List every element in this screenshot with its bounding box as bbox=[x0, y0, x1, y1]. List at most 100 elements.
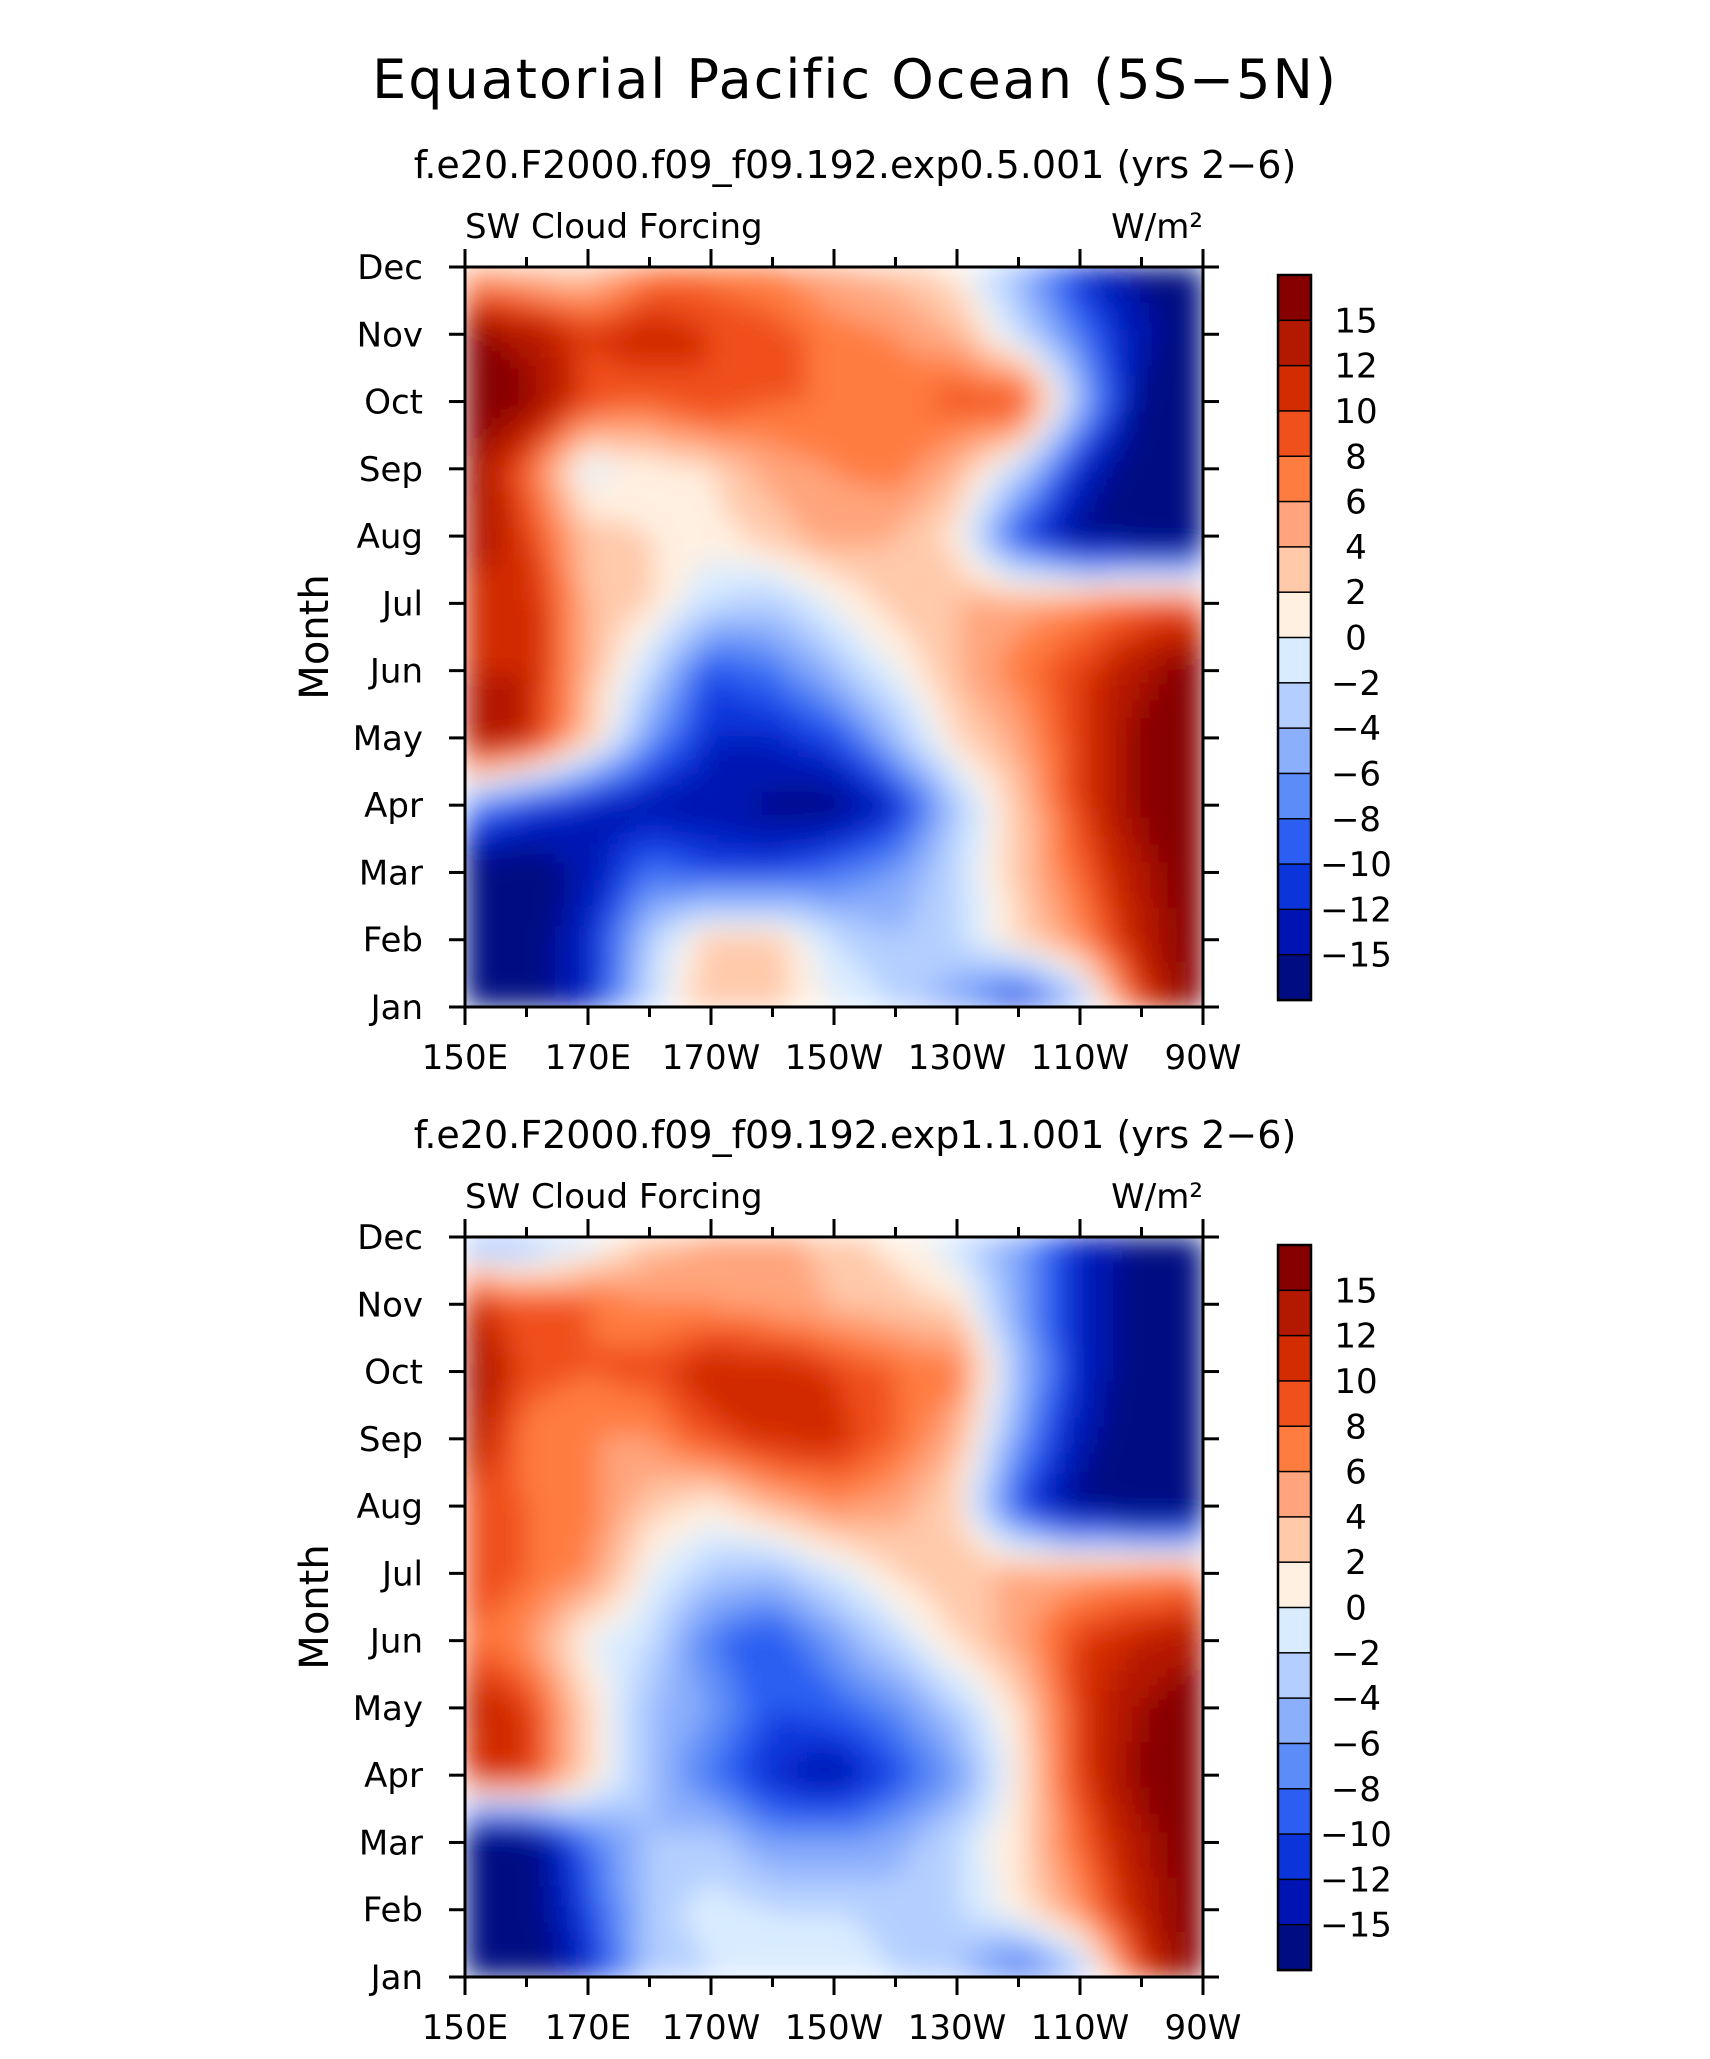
contour-cell bbox=[1149, 646, 1159, 656]
contour-cell bbox=[987, 664, 997, 674]
contour-cell bbox=[1041, 339, 1051, 350]
contour-cell bbox=[1158, 718, 1168, 729]
contour-cell bbox=[546, 655, 556, 665]
contour-cell bbox=[852, 411, 862, 422]
contour-cell bbox=[924, 474, 934, 485]
contour-cell bbox=[582, 799, 592, 810]
contour-cell bbox=[798, 456, 808, 467]
contour-cell bbox=[771, 375, 781, 386]
contour-cell bbox=[681, 357, 691, 368]
contour-cell bbox=[933, 700, 943, 710]
contour-cell bbox=[825, 754, 835, 765]
contour-cell bbox=[735, 267, 745, 277]
contour-cell bbox=[465, 736, 475, 747]
contour-cell bbox=[996, 366, 1006, 377]
contour-cell bbox=[1176, 339, 1186, 350]
contour-cell bbox=[825, 456, 835, 467]
contour-cell bbox=[996, 709, 1006, 720]
contour-cell bbox=[681, 429, 691, 440]
contour-cell bbox=[1095, 501, 1105, 512]
contour-cell bbox=[807, 402, 817, 413]
contour-cell bbox=[789, 429, 799, 440]
contour-cell bbox=[1086, 564, 1096, 575]
contour-cell bbox=[960, 537, 970, 548]
contour-cell bbox=[1122, 393, 1132, 404]
contour-cell bbox=[1032, 384, 1042, 395]
contour-cell bbox=[852, 339, 862, 350]
contour-cell bbox=[852, 438, 862, 449]
contour-cell bbox=[699, 564, 709, 575]
contour-cell bbox=[888, 573, 898, 584]
contour-cell bbox=[510, 763, 520, 774]
contour-cell bbox=[1104, 447, 1114, 458]
contour-cell bbox=[537, 447, 547, 458]
contour-cell bbox=[519, 808, 529, 819]
contour-cell bbox=[1104, 366, 1114, 377]
contour-cell bbox=[852, 393, 862, 404]
contour-cell bbox=[1086, 393, 1096, 404]
contour-cell bbox=[906, 420, 916, 431]
contour-cell bbox=[1104, 330, 1114, 340]
contour-cell bbox=[870, 528, 880, 539]
contour-cell bbox=[753, 727, 763, 738]
contour-cell bbox=[861, 510, 871, 521]
contour-cell bbox=[627, 709, 637, 720]
contour-cell bbox=[798, 637, 808, 647]
contour-cell bbox=[501, 519, 511, 530]
contour-cell bbox=[618, 682, 628, 692]
contour-cell bbox=[1059, 357, 1069, 368]
contour-cell bbox=[1041, 637, 1051, 647]
contour-cell bbox=[483, 447, 493, 458]
contour-cell bbox=[753, 691, 763, 701]
contour-cell bbox=[717, 808, 727, 819]
contour-cell bbox=[501, 384, 511, 395]
contour-cell bbox=[1104, 348, 1114, 359]
contour-cell bbox=[564, 564, 574, 575]
contour-cell bbox=[960, 357, 970, 368]
contour-cell bbox=[474, 618, 484, 629]
contour-cell bbox=[492, 627, 502, 638]
contour-cell bbox=[879, 501, 889, 512]
contour-cell bbox=[744, 366, 754, 377]
contour-cell bbox=[843, 637, 853, 647]
contour-cell bbox=[1005, 465, 1015, 476]
contour-cell bbox=[1122, 330, 1132, 340]
contour-cell bbox=[654, 537, 664, 548]
contour-cell bbox=[987, 781, 997, 792]
contour-cell bbox=[825, 465, 835, 476]
contour-cell bbox=[771, 745, 781, 756]
contour-cell bbox=[771, 691, 781, 701]
contour-cell bbox=[519, 691, 529, 701]
contour-cell bbox=[663, 682, 673, 692]
contour-cell bbox=[492, 357, 502, 368]
contour-cell bbox=[627, 528, 637, 539]
contour-cell bbox=[780, 609, 790, 620]
contour-cell bbox=[726, 582, 736, 593]
contour-cell bbox=[501, 267, 511, 277]
contour-cell bbox=[645, 402, 655, 413]
contour-cell bbox=[753, 447, 763, 458]
contour-cell bbox=[465, 438, 475, 449]
contour-cell bbox=[1068, 321, 1078, 331]
contour-cell bbox=[1176, 285, 1186, 295]
contour-cell bbox=[816, 646, 826, 656]
contour-cell bbox=[555, 303, 565, 313]
contour-cell bbox=[690, 465, 700, 476]
contour-cell bbox=[1122, 375, 1132, 386]
contour-cell bbox=[672, 718, 682, 729]
contour-cell bbox=[897, 709, 907, 720]
contour-cell bbox=[816, 384, 826, 395]
contour-cell bbox=[888, 637, 898, 647]
contour-cell bbox=[555, 600, 565, 611]
contour-cell bbox=[618, 492, 628, 503]
contour-cell bbox=[852, 618, 862, 629]
contour-cell bbox=[1167, 781, 1177, 792]
contour-cell bbox=[1176, 429, 1186, 440]
contour-cell bbox=[699, 339, 709, 350]
contour-cell bbox=[735, 312, 745, 322]
contour-cell bbox=[753, 303, 763, 313]
contour-cell bbox=[987, 700, 997, 710]
contour-cell bbox=[645, 411, 655, 422]
contour-cell bbox=[708, 474, 718, 485]
contour-cell bbox=[690, 420, 700, 431]
